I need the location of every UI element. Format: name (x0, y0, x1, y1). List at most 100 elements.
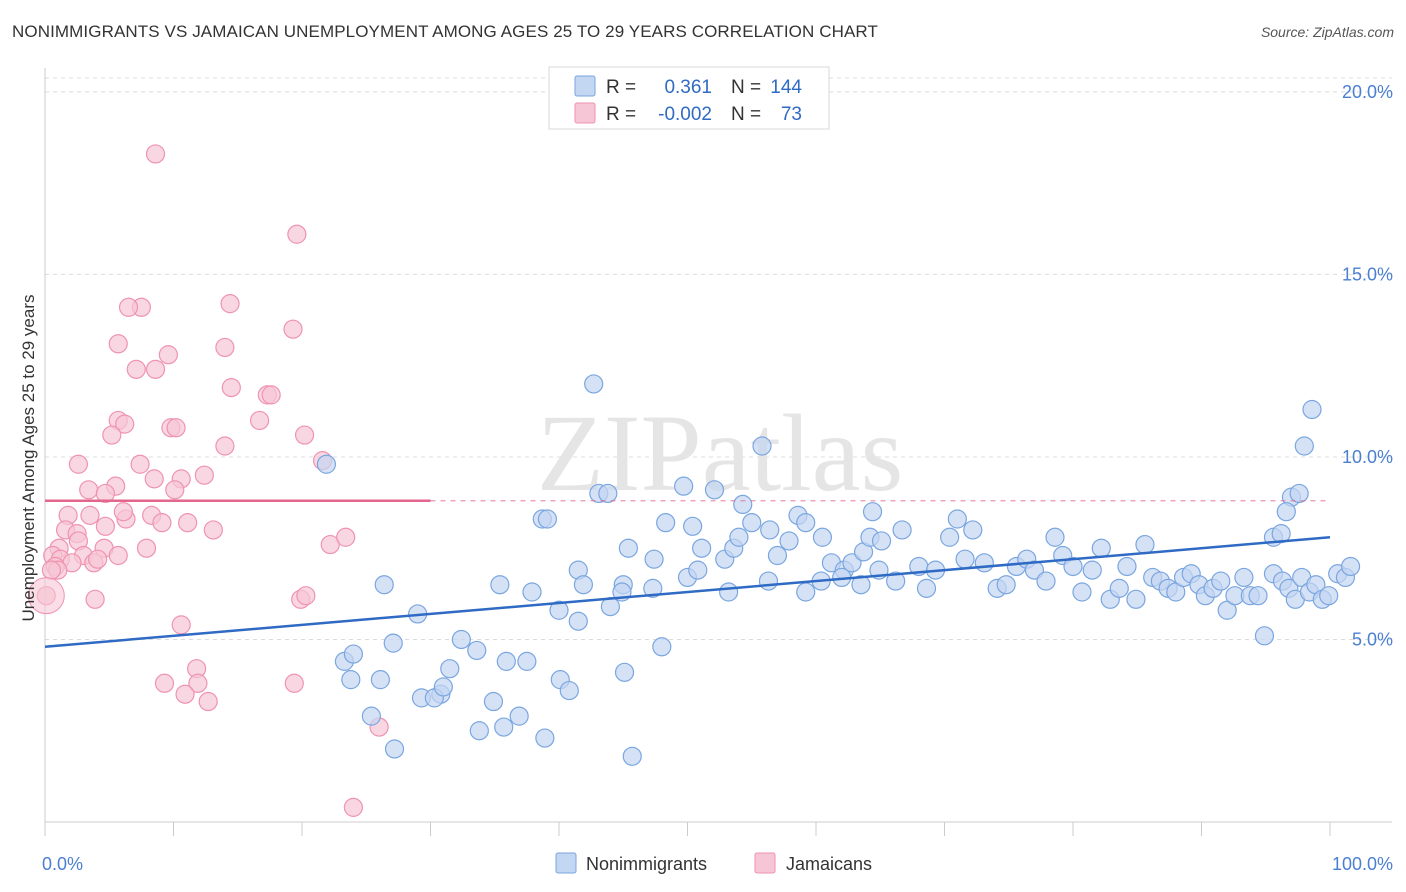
nonimmigrants-point-48 (974, 553, 994, 573)
nonimmigrants-point-137 (494, 717, 514, 737)
nonimmigrants-point-3 (1302, 399, 1322, 420)
nonimmigrants-point-15 (1289, 483, 1309, 504)
nonimmigrants-point-119 (341, 670, 361, 690)
nonimmigrants-point-32 (812, 527, 833, 547)
nonimmigrants-point-64 (1126, 589, 1146, 609)
nonimmigrants-point-78 (1234, 567, 1254, 588)
nonimmigrants-point-21 (656, 513, 676, 533)
nonimmigrants-point-0 (316, 454, 337, 474)
nonimmigrants-point-55 (1045, 527, 1065, 547)
nonimmigrants-point-54 (1036, 571, 1056, 591)
jamaicans-point-28 (79, 480, 99, 500)
nonimmigrants-point-9 (674, 476, 694, 496)
jamaicans-point-48 (136, 538, 157, 558)
nonimmigrants-point-26 (729, 527, 749, 547)
jamaicans-point-8 (158, 345, 178, 365)
jamaicans-point-17 (102, 425, 122, 445)
legend-r-label-2: R = (606, 104, 636, 125)
nonimmigrants-point-103 (796, 582, 816, 602)
nonimmigrants-point-116 (652, 637, 672, 657)
nonimmigrants-points (316, 374, 1361, 766)
nonimmigrants-point-62 (1109, 578, 1129, 598)
nonimmigrants-point-13 (862, 502, 883, 522)
axes (44, 68, 1392, 836)
nonimmigrants-point-6 (537, 509, 558, 529)
nonimmigrants-point-8 (598, 483, 618, 504)
jamaicans-point-66 (188, 673, 208, 693)
nonimmigrants-point-134 (469, 721, 489, 741)
nonimmigrants-point-27 (742, 513, 762, 533)
jamaicans-point-47 (108, 545, 128, 566)
nonimmigrants-point-58 (1072, 582, 1092, 602)
jamaicans-point-60 (85, 589, 105, 609)
nonimmigrants-point-129 (559, 680, 579, 701)
x-tick-labels: 0.0% 100.0% (42, 854, 1393, 874)
nonimmigrants-point-44 (940, 527, 960, 547)
jamaicans-point-49 (320, 534, 340, 555)
jamaicans-point-0 (145, 144, 166, 164)
jamaicans-point-5 (283, 319, 303, 339)
nonimmigrants-point-121 (370, 670, 390, 690)
legend-r-label-1: R = (606, 77, 636, 98)
legend-n-value-2: 73 (781, 104, 802, 125)
nonimmigrants-point-117 (383, 633, 403, 653)
nonimmigrants-point-16 (1276, 502, 1296, 522)
nonimmigrants-point-94 (522, 582, 542, 602)
nonimmigrants-point-115 (451, 629, 471, 650)
jamaicans-point-69 (175, 684, 195, 704)
legend-swatch-nonimmigrants (574, 75, 596, 97)
nonimmigrants-point-42 (916, 578, 937, 598)
nonimmigrants-point-90 (1319, 586, 1339, 606)
bottom-legend-swatch-jamaicans (754, 852, 776, 874)
nonimmigrants-point-125 (467, 640, 487, 661)
jamaicans-point-10 (145, 359, 166, 379)
nonimmigrants-point-123 (440, 659, 460, 679)
jamaicans-points (27, 144, 389, 817)
nonimmigrants-point-39 (886, 571, 906, 591)
jamaicans-point-40 (113, 502, 133, 522)
jamaicans-point-4 (118, 297, 139, 317)
nonimmigrants-point-96 (573, 575, 594, 595)
nonimmigrants-point-4 (1294, 436, 1314, 456)
nonimmigrants-point-38 (871, 531, 892, 551)
nonimmigrants-point-59 (1082, 560, 1102, 580)
nonimmigrants-point-30 (779, 531, 799, 551)
jamaicans-point-22 (68, 454, 89, 474)
trend-lines (44, 499, 1331, 649)
jamaicans-point-20 (294, 425, 315, 445)
nonimmigrants-point-1 (584, 374, 604, 394)
nonimmigrants-point-10 (704, 480, 725, 500)
legend-swatch-jamaicans (574, 102, 596, 124)
jamaicans-point-14 (249, 410, 270, 431)
jamaicans-point-58 (41, 560, 62, 580)
y-axis-title: Unemployment Among Ages 25 to 29 years (19, 295, 38, 622)
nonimmigrants-point-2 (752, 436, 772, 456)
legend-n-label-1: N = (731, 77, 761, 98)
y-tick-label-5: 5.0% (1352, 629, 1393, 649)
jamaicans-point-31 (95, 483, 115, 504)
correlation-legend: R = 0.361 N = 144 R = -0.002 N = 73 (548, 66, 830, 130)
nonimmigrants-point-133 (433, 677, 453, 697)
series-legend: Nonimmigrants Jamaicans (555, 852, 872, 874)
nonimmigrants-point-81 (1254, 626, 1275, 646)
jamaicans-point-30 (165, 480, 185, 500)
jamaicans-point-6 (108, 334, 128, 354)
nonimmigrants-point-108 (374, 575, 394, 595)
jamaicans-point-13 (261, 385, 281, 405)
jamaicans-point-21 (215, 436, 235, 456)
nonimmigrants-point-47 (963, 520, 983, 540)
jamaicans-point-19 (166, 418, 186, 438)
nonimmigrants-point-20 (644, 549, 664, 569)
jamaicans-point-71 (343, 797, 363, 817)
nonimmigrants-point-93 (1340, 556, 1361, 577)
nonimmigrants-point-139 (622, 746, 642, 766)
jamaicans-point-63 (171, 615, 191, 635)
x-tick-label-100: 100.0% (1332, 854, 1393, 874)
jamaicans-point-50 (336, 527, 356, 547)
nonimmigrants-point-131 (384, 739, 405, 759)
nonimmigrants-point-100 (688, 560, 708, 580)
nonimmigrants-point-126 (496, 651, 516, 671)
y-tick-label-20: 20.0% (1342, 82, 1393, 102)
bottom-legend-label-nonimmigrants: Nonimmigrants (586, 854, 707, 874)
nonimmigrants-point-22 (683, 516, 703, 536)
